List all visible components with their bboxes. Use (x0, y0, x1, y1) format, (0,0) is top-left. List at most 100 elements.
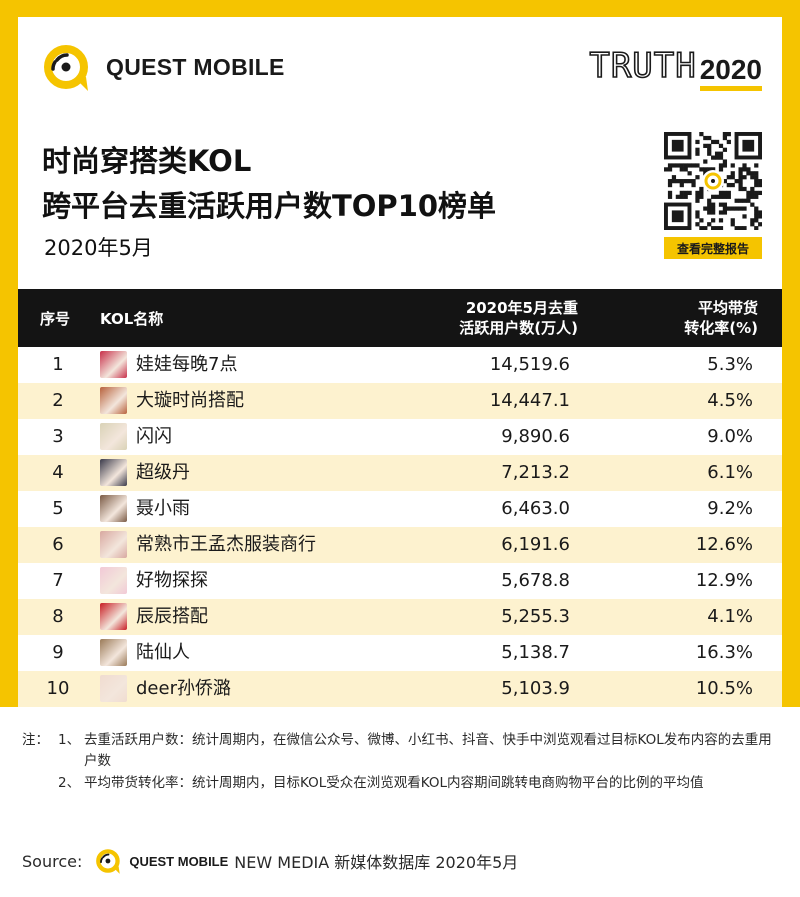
note-2-number: 2、 (58, 775, 81, 791)
notes-prefix: 注： (22, 732, 49, 748)
quest-mobile-logo-icon (44, 45, 88, 91)
users-cell: 14,447.1 (489, 390, 570, 411)
avatar (100, 639, 127, 666)
avatar (100, 351, 127, 378)
header-users-line-2: 活跃用户数(万人) (459, 319, 578, 337)
kol-name-cell: 大璇时尚搭配 (136, 390, 244, 411)
source-label: Source: (22, 851, 83, 871)
table-row: 6 常熟市王孟杰服装商行 6,191.6 12.6% (18, 527, 782, 563)
quest-mobile-logo: QUEST MOBILE (40, 39, 285, 95)
note-2: 2、 平均带货转化率：统计周期内，目标KOL受众在浏览观看KOL内容期间跳转电商… (22, 773, 782, 794)
rank-cell: 6 (52, 534, 64, 555)
avatar (100, 387, 127, 414)
kol-name-cell: 娃娃每晚7点 (136, 354, 238, 375)
kol-name-cell: 聂小雨 (136, 498, 190, 519)
kol-name-cell: 陆仙人 (136, 642, 190, 663)
note-1-text: 去重活跃用户数：统计周期内，在微信公众号、微博、小红书、抖音、快手中浏览观看过目… (84, 732, 772, 769)
avatar (100, 459, 127, 486)
rank-cell: 10 (46, 678, 70, 699)
kol-name-cell: 好物探探 (136, 570, 208, 591)
rate-cell: 16.3% (695, 642, 753, 663)
table-row: 4 超级丹 7,213.2 6.1% (18, 455, 782, 491)
table-row: 7 好物探探 5,678.8 12.9% (18, 563, 782, 599)
rank-cell: 4 (52, 462, 64, 483)
rank-cell: 8 (52, 606, 64, 627)
rank-cell: 1 (52, 354, 64, 375)
rate-cell: 4.1% (707, 606, 753, 627)
truth-year: 2020 (699, 54, 762, 91)
page-title: 时尚穿搭类KOL 跨平台去重活跃用户数TOP10榜单 (42, 139, 496, 229)
header-rate: 平均带货 转化率(%) (658, 298, 758, 338)
header-rank: 序号 (40, 310, 71, 328)
header-rate-line-1: 平均带货 (697, 299, 758, 317)
users-cell: 5,255.3 (501, 606, 570, 627)
kol-name-cell: 辰辰搭配 (136, 606, 208, 627)
rate-cell: 9.0% (707, 426, 753, 447)
note-2-text: 平均带货转化率：统计周期内，目标KOL受众在浏览观看KOL内容期间跳转电商购物平… (84, 775, 704, 791)
notes: 注： 1、 去重活跃用户数：统计周期内，在微信公众号、微博、小红书、抖音、快手中… (22, 730, 782, 795)
header-rate-line-2: 转化率(%) (684, 319, 758, 337)
avatar (100, 603, 127, 630)
report-card: QUEST MOBILE TRUTH 2020 时尚穿搭类KOL 跨平台去重活跃… (18, 17, 782, 707)
title-line-1: 时尚穿搭类KOL (42, 144, 252, 178)
source-line: Source: QUEST MOBILE NEW MEDIA 新媒体数据库 20… (22, 846, 518, 876)
avatar (100, 495, 127, 522)
table-header: 序号 KOL名称 2020年5月去重 活跃用户数(万人) 平均带货 转化率(%) (18, 289, 782, 347)
users-cell: 9,890.6 (501, 426, 570, 447)
kol-name-cell: 常熟市王孟杰服装商行 (136, 534, 316, 555)
qr-code-icon[interactable] (664, 132, 762, 230)
rate-cell: 12.9% (695, 570, 753, 591)
users-cell: 6,191.6 (501, 534, 570, 555)
rank-cell: 3 (52, 426, 64, 447)
truth-word: TRUTH (589, 46, 697, 86)
logo-text: QUEST MOBILE (106, 53, 285, 80)
table-row: 5 聂小雨 6,463.0 9.2% (18, 491, 782, 527)
avatar (100, 675, 127, 702)
avatar (100, 423, 127, 450)
truth-year-underline (699, 86, 762, 91)
rank-cell: 9 (52, 642, 64, 663)
users-cell: 5,678.8 (501, 570, 570, 591)
users-cell: 14,519.6 (489, 354, 570, 375)
table-row: 10 deer孙侨潞 5,103.9 10.5% (18, 671, 782, 707)
source-text: NEW MEDIA 新媒体数据库 2020年5月 (234, 853, 519, 872)
footer-background (0, 707, 800, 897)
rank-cell: 2 (52, 390, 64, 411)
avatar (100, 567, 127, 594)
kol-name-cell: 超级丹 (136, 462, 190, 483)
users-cell: 6,463.0 (501, 498, 570, 519)
rate-cell: 6.1% (707, 462, 753, 483)
truth-year-text: 2020 (699, 54, 762, 85)
kol-name-cell: deer孙侨潞 (136, 678, 231, 699)
page-subtitle: 2020年5月 (44, 236, 153, 260)
ranking-table: 序号 KOL名称 2020年5月去重 活跃用户数(万人) 平均带货 转化率(%)… (18, 289, 782, 707)
table-row: 1 娃娃每晚7点 14,519.6 5.3% (18, 347, 782, 383)
truth-2020-badge: TRUTH 2020 (589, 46, 762, 91)
users-cell: 7,213.2 (501, 462, 570, 483)
rate-cell: 12.6% (695, 534, 753, 555)
note-1-number: 1、 (58, 732, 81, 748)
table-row: 8 辰辰搭配 5,255.3 4.1% (18, 599, 782, 635)
users-cell: 5,103.9 (501, 678, 570, 699)
source-logo: QUEST MOBILE (94, 846, 228, 876)
rate-cell: 9.2% (707, 498, 753, 519)
title-line-2: 跨平台去重活跃用户数TOP10榜单 (42, 189, 497, 223)
kol-name-cell: 闪闪 (136, 426, 172, 447)
rate-cell: 5.3% (707, 354, 753, 375)
view-full-report-button[interactable]: 查看完整报告 (664, 237, 762, 259)
source-logo-text: QUEST MOBILE (129, 853, 229, 869)
quest-mobile-small-logo-icon (96, 849, 121, 874)
rank-cell: 5 (52, 498, 64, 519)
rate-cell: 10.5% (695, 678, 753, 699)
note-2-spacer (22, 773, 58, 794)
header-users: 2020年5月去重 活跃用户数(万人) (398, 298, 578, 338)
table-row: 3 闪闪 9,890.6 9.0% (18, 419, 782, 455)
table-row: 9 陆仙人 5,138.7 16.3% (18, 635, 782, 671)
users-cell: 5,138.7 (501, 642, 570, 663)
table-row: 2 大璇时尚搭配 14,447.1 4.5% (18, 383, 782, 419)
avatar (100, 531, 127, 558)
header-users-line-1: 2020年5月去重 (465, 299, 578, 317)
rate-cell: 4.5% (707, 390, 753, 411)
note-1: 注： 1、 去重活跃用户数：统计周期内，在微信公众号、微博、小红书、抖音、快手中… (22, 730, 782, 772)
table-body: 1 娃娃每晚7点 14,519.6 5.3% 2 大璇时尚搭配 14,447.1 4.5% 3 闪… (18, 347, 782, 707)
